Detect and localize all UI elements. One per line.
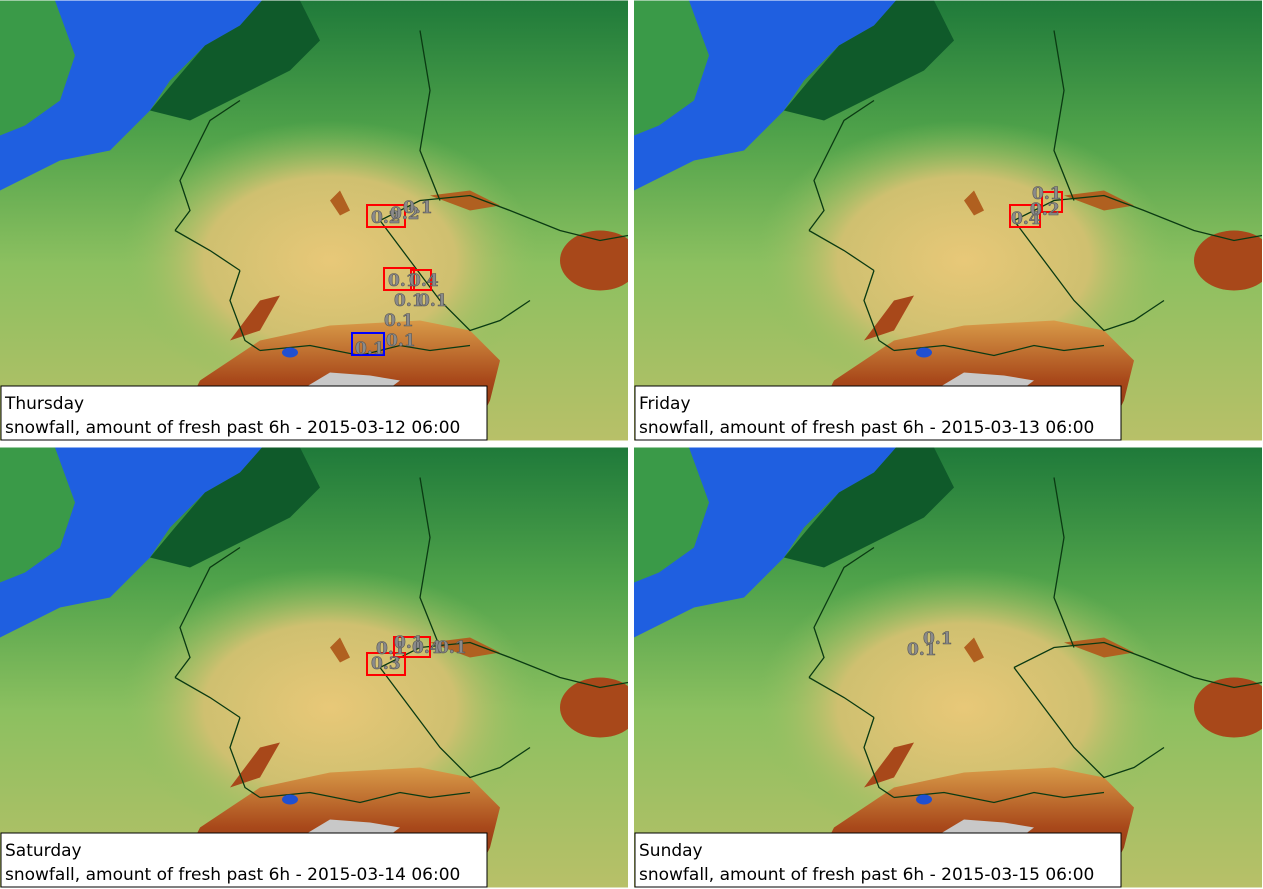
snow-label: 0.1: [376, 639, 406, 659]
map-panel: 0.10.1 Sunday snowfall, amount of fresh pa…: [634, 447, 1262, 888]
snow-label: 0.1: [355, 339, 385, 359]
snow-label: 0.1: [437, 638, 467, 658]
day-title: Saturday: [5, 841, 82, 861]
station-box: [1041, 191, 1063, 213]
map-background: [0, 0, 628, 441]
station-box: [366, 204, 406, 228]
snow-label: 0.4: [409, 271, 439, 291]
snow-label: 0.2: [1030, 200, 1060, 220]
snow-label: 0.4: [412, 638, 442, 658]
snow-label: 0.4: [1011, 209, 1041, 229]
snow-label: 0.1: [403, 198, 433, 218]
station-box: [366, 652, 406, 676]
day-title: Friday: [639, 394, 691, 414]
caption: snowfall, amount of fresh past 6h - 2015…: [639, 418, 1094, 438]
snow-label: 0.2: [390, 204, 420, 224]
station-box: [383, 267, 415, 291]
snow-label: 0.1: [394, 291, 424, 311]
map-background: [634, 447, 1262, 888]
caption-box: [0, 385, 488, 441]
caption: snowfall, amount of fresh past 6h - 2015…: [639, 865, 1094, 885]
caption-box: [634, 385, 1122, 441]
snow-label: 0.3: [371, 654, 401, 674]
snow-label: 0.1: [418, 291, 448, 311]
station-box: [410, 269, 432, 291]
snow-label: 0.1: [394, 633, 424, 653]
caption-box: [634, 832, 1122, 888]
station-box: [1009, 204, 1041, 228]
snow-label: 0.1: [907, 640, 937, 660]
snow-label: 0.1: [384, 311, 414, 331]
map-panel: 0.20.20.10.10.40.10.10.10.1 0.1Thursdaysn…: [0, 0, 628, 441]
map-panel: 0.40.20.1 Friday snowfall, amount of fresh…: [634, 0, 1262, 441]
map-background: [0, 447, 628, 888]
day-title: Sunday: [639, 841, 703, 861]
caption-box: [0, 832, 488, 888]
snow-label: 0.1: [388, 271, 418, 291]
snow-label: 0.2: [371, 208, 401, 228]
snow-label: 0.1: [1032, 184, 1062, 204]
station-box: [351, 332, 385, 356]
map-background: [634, 0, 1262, 441]
snow-label: 0.1: [386, 331, 416, 351]
caption: snowfall, amount of fresh past 6h - 2015…: [5, 418, 460, 438]
snow-label: 0.1: [923, 629, 953, 649]
day-title: Thursday: [4, 394, 84, 414]
station-box: [393, 636, 431, 658]
caption: snowfall, amount of fresh past 6h - 2015…: [5, 865, 460, 885]
